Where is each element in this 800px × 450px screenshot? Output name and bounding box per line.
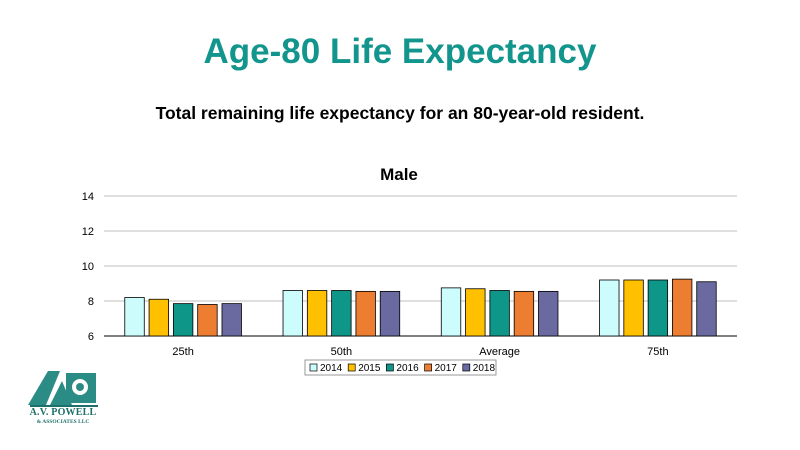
legend-swatch-2015 bbox=[347, 363, 356, 372]
bar-2016-75th bbox=[647, 279, 669, 337]
bar-2016-average bbox=[489, 290, 510, 337]
legend-swatch-2017 bbox=[424, 363, 432, 372]
x-tick-label: 75th bbox=[647, 346, 668, 358]
company-logo bbox=[28, 371, 98, 407]
bar-2017-50th bbox=[355, 290, 376, 337]
legend-label-2017: 2017 bbox=[435, 363, 458, 374]
bar-2017-average bbox=[513, 290, 535, 337]
bar-2018-average bbox=[538, 290, 559, 337]
legend-label-2016: 2016 bbox=[396, 363, 419, 374]
legend-swatch-2016 bbox=[386, 363, 394, 372]
y-tick-label: 8 bbox=[88, 296, 94, 308]
bar-2015-50th bbox=[306, 290, 328, 337]
x-tick-label: 25th bbox=[172, 346, 193, 358]
logo-subtitle: & ASSOCIATES LLC bbox=[36, 419, 90, 425]
legend-label-2014: 2014 bbox=[320, 363, 343, 374]
y-axis-ticks: 6 8 10 12 14 bbox=[82, 191, 94, 343]
bars bbox=[124, 278, 717, 337]
bar-2014-50th bbox=[282, 290, 303, 337]
bar-2018-50th bbox=[379, 290, 401, 337]
bar-2014-average bbox=[440, 287, 462, 337]
slide-title: Age-80 Life Expectancy bbox=[203, 32, 597, 71]
bar-2015-25th bbox=[148, 298, 169, 337]
bar-2016-50th bbox=[331, 290, 352, 337]
bar-2017-75th bbox=[672, 278, 693, 337]
bar-2018-25th bbox=[221, 303, 242, 337]
bar-2015-75th bbox=[623, 279, 644, 337]
bar-2015-average bbox=[465, 288, 486, 337]
x-axis-ticks: 25th 50th Average 75th bbox=[172, 346, 668, 358]
bar-2014-25th bbox=[124, 297, 145, 337]
x-tick-label: Average bbox=[479, 346, 520, 358]
legend-swatch-2014 bbox=[309, 363, 318, 372]
x-tick-label: 50th bbox=[331, 346, 352, 358]
legend-label-2018: 2018 bbox=[473, 363, 496, 374]
bar-2016-25th bbox=[172, 303, 194, 337]
legend-swatch-2018 bbox=[462, 363, 471, 372]
slide-subtitle: Total remaining life expectancy for an 8… bbox=[155, 103, 645, 123]
bar-2017-25th bbox=[197, 304, 218, 337]
legend: 2014 2015 2016 2017 2018 bbox=[304, 359, 497, 376]
chart-title: Male bbox=[380, 165, 418, 184]
y-tick-label: 14 bbox=[82, 191, 94, 203]
bar-2018-75th bbox=[696, 281, 717, 337]
logo-name: A.V. POWELL bbox=[29, 407, 97, 418]
y-tick-label: 10 bbox=[82, 261, 94, 273]
y-tick-label: 12 bbox=[82, 226, 94, 238]
y-tick-label: 6 bbox=[88, 331, 94, 343]
bar-2014-75th bbox=[599, 279, 620, 337]
legend-label-2015: 2015 bbox=[358, 363, 381, 374]
